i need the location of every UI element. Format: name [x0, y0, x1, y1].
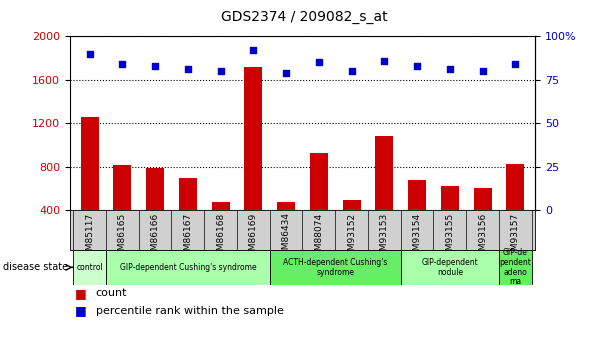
- Bar: [179, 178, 197, 210]
- Point: [282, 70, 291, 76]
- Text: GIP-dependent Cushing's syndrome: GIP-dependent Cushing's syndrome: [120, 263, 256, 272]
- Point: [347, 68, 356, 74]
- Bar: [310, 153, 328, 210]
- Text: GSM86169: GSM86169: [249, 213, 258, 262]
- Point: [412, 63, 422, 69]
- Bar: [375, 136, 393, 210]
- FancyBboxPatch shape: [499, 250, 532, 285]
- Bar: [342, 199, 361, 210]
- Text: control: control: [76, 263, 103, 272]
- Text: GSM93153: GSM93153: [380, 213, 389, 262]
- Bar: [408, 180, 426, 210]
- Text: GSM86166: GSM86166: [151, 213, 159, 262]
- Bar: [277, 202, 295, 210]
- Bar: [441, 187, 459, 210]
- Text: ■: ■: [75, 304, 86, 317]
- Text: GSM93156: GSM93156: [478, 213, 487, 262]
- Text: GSM86168: GSM86168: [216, 213, 225, 262]
- Text: GSM93157: GSM93157: [511, 213, 520, 262]
- Text: disease state: disease state: [3, 263, 68, 272]
- Point: [249, 47, 258, 53]
- Text: GIP-dependent
nodule: GIP-dependent nodule: [421, 258, 478, 277]
- Text: percentile rank within the sample: percentile rank within the sample: [95, 306, 283, 315]
- Text: ■: ■: [75, 287, 86, 300]
- FancyBboxPatch shape: [401, 250, 499, 285]
- Point: [478, 68, 488, 74]
- FancyBboxPatch shape: [106, 250, 270, 285]
- Text: ACTH-dependent Cushing's
syndrome: ACTH-dependent Cushing's syndrome: [283, 258, 387, 277]
- Point: [150, 63, 160, 69]
- Point: [85, 51, 94, 56]
- Bar: [474, 188, 492, 210]
- Point: [445, 67, 455, 72]
- Point: [183, 67, 193, 72]
- Text: GSM86434: GSM86434: [282, 213, 291, 262]
- Text: count: count: [95, 288, 127, 298]
- Text: GSM93154: GSM93154: [413, 213, 421, 262]
- Point: [314, 60, 323, 65]
- Text: GSM85117: GSM85117: [85, 213, 94, 262]
- Bar: [146, 168, 164, 210]
- FancyBboxPatch shape: [270, 250, 401, 285]
- Point: [216, 68, 226, 74]
- Bar: [244, 67, 263, 210]
- Text: GSM93152: GSM93152: [347, 213, 356, 262]
- Text: GIP-de
pendent
adeno
ma: GIP-de pendent adeno ma: [499, 248, 531, 286]
- Bar: [81, 117, 98, 210]
- Bar: [212, 202, 230, 210]
- Text: GSM86165: GSM86165: [118, 213, 127, 262]
- Bar: [113, 165, 131, 210]
- FancyBboxPatch shape: [73, 250, 106, 285]
- Text: GDS2374 / 209082_s_at: GDS2374 / 209082_s_at: [221, 10, 387, 24]
- Text: GSM93155: GSM93155: [446, 213, 454, 262]
- Point: [379, 58, 389, 63]
- Text: GSM86167: GSM86167: [184, 213, 192, 262]
- Point: [117, 61, 127, 67]
- Bar: [506, 164, 524, 210]
- Text: GSM88074: GSM88074: [314, 213, 323, 262]
- Point: [511, 61, 520, 67]
